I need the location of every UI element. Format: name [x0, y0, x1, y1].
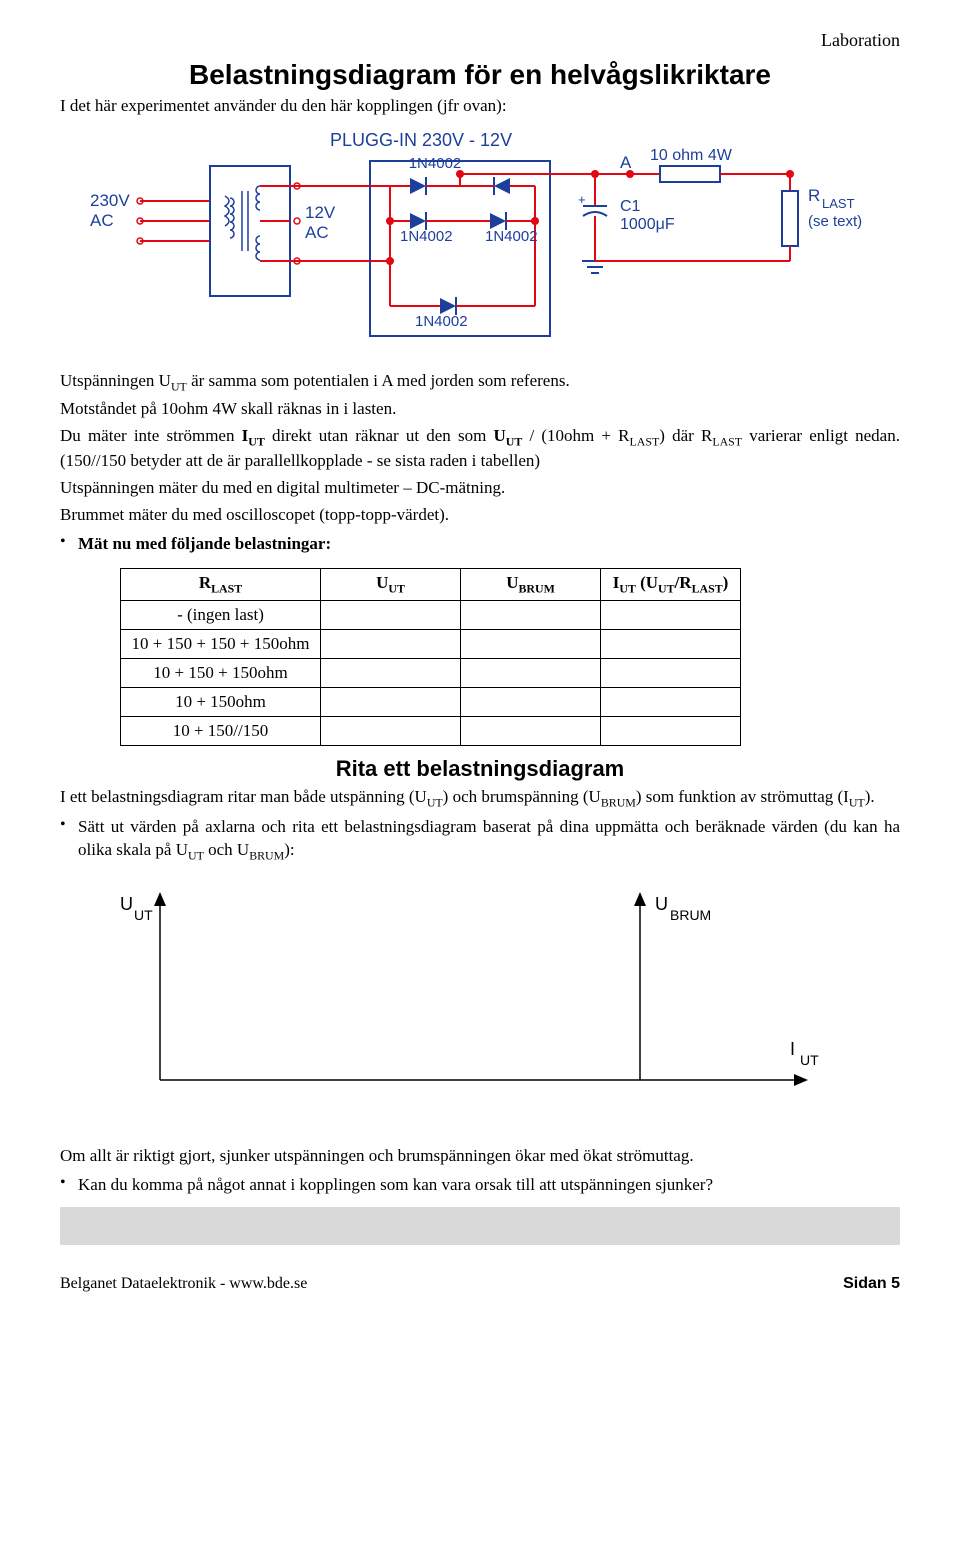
svg-text:I: I — [790, 1039, 795, 1059]
svg-text:A: A — [620, 153, 632, 172]
svg-text:1N4002: 1N4002 — [415, 313, 468, 330]
para5: Utspänningen mäter du med en digital mul… — [60, 477, 900, 500]
para7: I ett belastningsdiagram ritar man både … — [60, 786, 900, 810]
svg-text:(se text): (se text) — [808, 213, 862, 230]
bullet-measure: • Mät nu med följande belastningar: — [60, 533, 900, 560]
svg-text:12V AC: 12V AC — [305, 203, 340, 242]
svg-text:10 ohm 4W: 10 ohm 4W — [650, 147, 733, 164]
answer-fill-area — [60, 1207, 900, 1245]
circuit-diagram: PLUGG-IN 230V - 12V 230V AC 12V AC — [90, 126, 870, 356]
svg-text:U: U — [655, 894, 668, 914]
para8: Om allt är riktigt gjort, sjunker utspän… — [60, 1145, 900, 1168]
page-footer: Belganet Dataelektronik - www.bde.se Sid… — [60, 1275, 900, 1293]
svg-text:UT: UT — [800, 1052, 819, 1068]
footer-left: Belganet Dataelektronik - www.bde.se — [60, 1275, 307, 1293]
svg-text:230V AC: 230V AC — [90, 191, 134, 230]
measurement-table: RLAST UUT UBRUM IUT (UUT/RLAST) - (ingen… — [120, 568, 900, 746]
para2: Utspänningen UUT är samma som potentiale… — [60, 370, 900, 394]
svg-text:+: + — [578, 192, 586, 207]
svg-text:R: R — [808, 186, 820, 205]
svg-text:1N4002: 1N4002 — [409, 155, 462, 172]
svg-text:1N4002: 1N4002 — [400, 228, 453, 245]
circuit-title: PLUGG-IN 230V - 12V — [330, 130, 512, 150]
footer-right: Sidan 5 — [843, 1275, 900, 1293]
header-category: Laboration — [60, 30, 900, 51]
para6: Brummet mäter du med oscilloscopet (topp… — [60, 504, 900, 527]
page-title: Belastningsdiagram för en helvågslikrikt… — [60, 59, 900, 91]
svg-text:UT: UT — [134, 907, 153, 923]
bullet-question: • Kan du komma på något annat i koppling… — [60, 1174, 900, 1201]
para4: Du mäter inte strömmen IUT direkt utan r… — [60, 425, 900, 472]
svg-text:1N4002: 1N4002 — [485, 228, 538, 245]
intro-text: I det här experimentet använder du den h… — [60, 95, 900, 118]
svg-text:BRUM: BRUM — [670, 907, 711, 923]
para3: Motståndet på 10ohm 4W skall räknas in i… — [60, 398, 900, 421]
svg-text:C1 1000μF: C1 1000μF — [620, 198, 675, 233]
subheading: Rita ett belastningsdiagram — [60, 756, 900, 782]
axes-diagram: U UT U BRUM I UT — [100, 880, 860, 1120]
svg-text:U: U — [120, 894, 133, 914]
bullet-axes: • Sätt ut värden på axlarna och rita ett… — [60, 816, 900, 867]
svg-text:LAST: LAST — [822, 196, 855, 211]
